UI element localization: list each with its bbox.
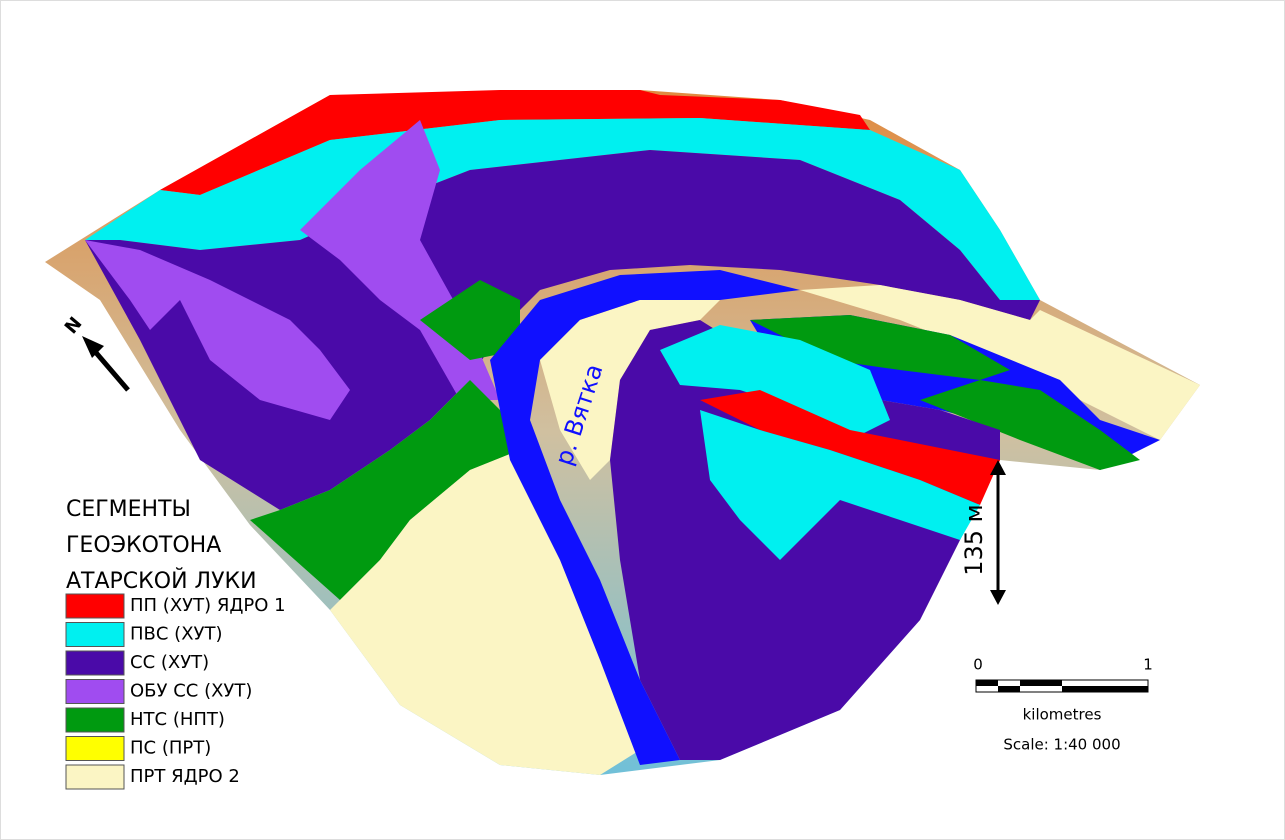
legend-label: СС (ХУТ) xyxy=(130,652,209,673)
scale-end: 1 xyxy=(1143,656,1153,674)
legend-swatch xyxy=(66,708,124,732)
legend-title: АТАРСКОЙ ЛУКИ xyxy=(66,568,257,594)
legend-label: ОБУ СС (ХУТ) xyxy=(130,681,252,702)
legend-label: ПВС (ХУТ) xyxy=(130,624,223,645)
height-label: 135 м xyxy=(960,504,988,576)
legend-swatch xyxy=(66,737,124,761)
legend-title: ГЕОЭКОТОНА xyxy=(66,533,221,558)
scale-start: 0 xyxy=(973,656,983,674)
legend-swatch xyxy=(66,680,124,704)
legend-label: ПРТ ЯДРО 2 xyxy=(130,766,240,787)
legend-label: НТС (НПТ) xyxy=(130,709,225,730)
legend-label: ПП (ХУТ) ЯДРО 1 xyxy=(130,595,286,616)
legend-label: ПС (ПРТ) xyxy=(130,738,211,759)
legend-swatch xyxy=(66,651,124,675)
map: р. Вятка N 135 м 0 1 kilometres Scale: 1… xyxy=(0,0,1285,840)
legend-swatch xyxy=(66,765,124,789)
legend-title: СЕГМЕНТЫ xyxy=(66,497,191,522)
legend-swatch xyxy=(66,623,124,647)
scale-text: Scale: 1:40 000 xyxy=(1003,736,1120,754)
legend-swatch xyxy=(66,594,124,618)
scale-unit: kilometres xyxy=(1023,706,1102,724)
